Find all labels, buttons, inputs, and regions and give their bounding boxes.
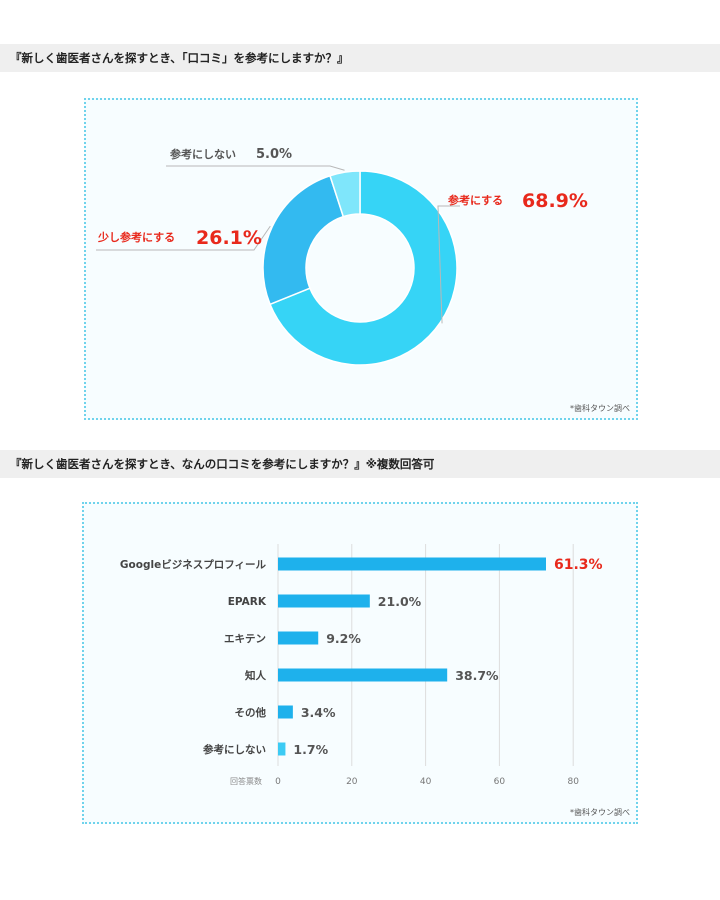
source-note: *歯科タウン調べ xyxy=(570,404,630,413)
bar-5 xyxy=(278,742,286,756)
bar-value-label-1: 21.0% xyxy=(378,594,422,609)
donut-category-label-2: 参考にしない xyxy=(170,147,236,161)
bar-value-label-2: 9.2% xyxy=(326,631,361,646)
leader-line-2 xyxy=(166,165,345,171)
bar-chart-panel: Googleビジネスプロフィール EPARK エキテン知人その他参考にしない 61.… xyxy=(82,502,638,824)
x-tick-label-2: 40 xyxy=(420,777,432,787)
donut-slice-2 xyxy=(329,170,361,218)
bar-4 xyxy=(278,705,293,719)
donut-value-label-2: 5.0% xyxy=(256,147,292,162)
bar-category-label-0: Googleビジネスプロフィール xyxy=(120,558,267,571)
donut-category-label-0: 参考にする xyxy=(448,193,503,207)
bar-value-label-4: 3.4% xyxy=(301,705,336,720)
donut-value-label-1: 26.1% xyxy=(196,227,262,249)
donut-category-label-1: 少し参考にする xyxy=(97,230,175,244)
donut-slice-1 xyxy=(262,174,345,306)
bar-category-label-1: EPARK xyxy=(228,596,267,608)
donut-slice-0 xyxy=(269,170,458,366)
donut-chart: 参考にする 68.9% 少し参考にする 26.1% 参考にしない 5.0% xyxy=(96,147,588,366)
donut-value-label-0: 68.9% xyxy=(522,190,588,212)
bar-value-label-5: 1.7% xyxy=(293,742,328,757)
x-tick-label-4: 80 xyxy=(567,777,579,787)
x-axis-title: 回答票数 xyxy=(230,776,262,786)
bar-category-label-4: その他 xyxy=(235,706,267,719)
source-note: *歯科タウン調べ xyxy=(570,808,630,817)
bar-2 xyxy=(278,631,319,645)
x-tick-label-3: 60 xyxy=(494,777,506,787)
bar-value-label-0: 61.3% xyxy=(554,557,603,573)
bar-category-label-5: 参考にしない xyxy=(203,743,266,756)
x-tick-label-1: 20 xyxy=(346,777,358,787)
leader-line-1 xyxy=(96,225,271,251)
question-1-title: 『新しく歯医者さんを探すとき、「口コミ」を参考にしますか？』 xyxy=(0,44,720,72)
bar-0 xyxy=(278,557,546,571)
bar-1 xyxy=(278,594,370,608)
donut-chart-panel: 参考にする 68.9% 少し参考にする 26.1% 参考にしない 5.0% *歯科タウン調… xyxy=(84,98,638,420)
question-2-title: 『新しく歯医者さんを探すとき、なんの口コミを参考にしますか？』※複数回答可 xyxy=(0,450,720,478)
x-tick-label-0: 0 xyxy=(275,777,281,787)
bar-category-label-3: 知人 xyxy=(245,669,266,682)
bar-category-label-2: エキテン xyxy=(224,633,266,645)
leader-line-0 xyxy=(437,205,460,324)
bar-3 xyxy=(278,668,448,682)
bar-value-label-3: 38.7% xyxy=(455,668,499,683)
